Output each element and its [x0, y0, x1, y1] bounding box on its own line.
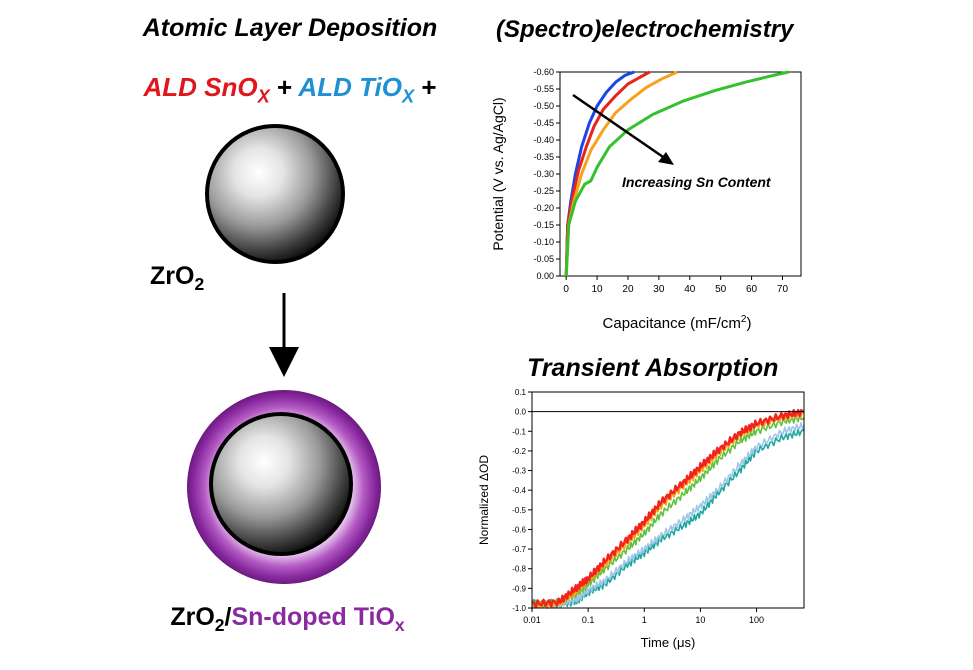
ald-tio-label: ALD TiOX [298, 72, 415, 107]
y-tick-label: -0.8 [512, 565, 526, 574]
x-tick-label: 30 [653, 284, 665, 295]
y-tick-label: -0.2 [512, 447, 526, 456]
y-tick-label: 0.1 [515, 388, 527, 397]
x-tick-label: 0.1 [582, 615, 595, 625]
y-axis-label: Normalized ΔOD [477, 455, 491, 545]
y-tick-label: -0.05 [533, 254, 554, 264]
x-tick-label: 1 [642, 615, 647, 625]
y-tick-label: -0.45 [533, 118, 554, 128]
series-line [531, 408, 805, 609]
y-tick-label: -0.9 [512, 584, 526, 593]
y-tick-label: 0.0 [515, 408, 527, 417]
series-line [531, 414, 805, 608]
y-tick-label: -0.30 [533, 169, 554, 179]
x-axis-label: Time (μs) [641, 635, 696, 650]
ald-sno-label: ALD SnOX [143, 72, 270, 107]
y-tick-label: -0.25 [533, 186, 554, 196]
zro2-sn-doped-tiox-label: ZrO2/Sn-doped TiOx [170, 603, 405, 636]
y-tick-label: -1.0 [512, 604, 526, 613]
y-tick-label: -0.50 [533, 101, 554, 111]
x-tick-label: 10 [695, 615, 705, 625]
ald-precursor-line: ALD SnOX + ALD TiOX + [0, 72, 580, 107]
y-tick-label: -0.60 [533, 67, 554, 77]
y-tick-label: -0.10 [533, 237, 554, 247]
x-tick-label: 20 [622, 284, 634, 295]
increasing-sn-annotation: Increasing Sn Content [622, 174, 772, 190]
zro2-core-sphere [205, 124, 345, 264]
y-tick-label: -0.40 [533, 135, 554, 145]
y-tick-label: -0.7 [512, 545, 526, 554]
x-tick-label: 40 [684, 284, 696, 295]
series-line [564, 70, 789, 277]
y-tick-label: 0.00 [536, 271, 554, 281]
zro2-label: ZrO2 [150, 262, 205, 295]
y-tick-label: -0.5 [512, 506, 526, 515]
y-tick-label: -0.55 [533, 84, 554, 94]
spectro-title: (Spectro)electrochemistry [496, 16, 794, 43]
plus-sign: + [421, 72, 437, 102]
series-line [531, 422, 805, 609]
sn-content-arrow [572, 93, 674, 165]
x-tick-label: 100 [749, 615, 764, 625]
transient-absorption-chart: 0.01 0.1 1 10 100 0.1 0.0 -0.1 -0.2 -0.3 -0.4 -0.5… [477, 388, 805, 650]
x-tick-label: 60 [746, 284, 758, 295]
ald-title: Atomic Layer Deposition [142, 14, 438, 42]
x-tick-label: 50 [715, 284, 727, 295]
ald-schematic [187, 124, 381, 584]
y-tick-label: -0.35 [533, 152, 554, 162]
series-line [531, 428, 805, 609]
zro2-coated-core [209, 412, 353, 556]
y-tick-label: -0.6 [512, 525, 526, 534]
x-tick-label: 0 [563, 284, 569, 295]
y-axis-label: Potential (V vs. Ag/AgCl) [490, 97, 506, 250]
y-tick-label: -0.4 [512, 486, 526, 495]
capacitance-chart: 0 10 20 30 40 50 60 70 0.00 -0.05 -0.10 -0.15 -0.20… [490, 67, 802, 332]
x-tick-label: 70 [777, 284, 789, 295]
x-axis-label: Capacitance (mF/cm2) [603, 314, 752, 332]
y-tick-label: -0.15 [533, 220, 554, 230]
plus-sign: + [276, 72, 293, 102]
y-tick-label: -0.1 [512, 427, 526, 436]
y-tick-label: -0.20 [533, 203, 554, 213]
ta-title: Transient Absorption [527, 354, 779, 382]
y-tick-label: -0.3 [512, 467, 526, 476]
series-line [564, 70, 651, 277]
x-tick-label: 10 [592, 284, 604, 295]
plot-frame [531, 391, 805, 609]
x-tick-label: 0.01 [523, 615, 541, 625]
